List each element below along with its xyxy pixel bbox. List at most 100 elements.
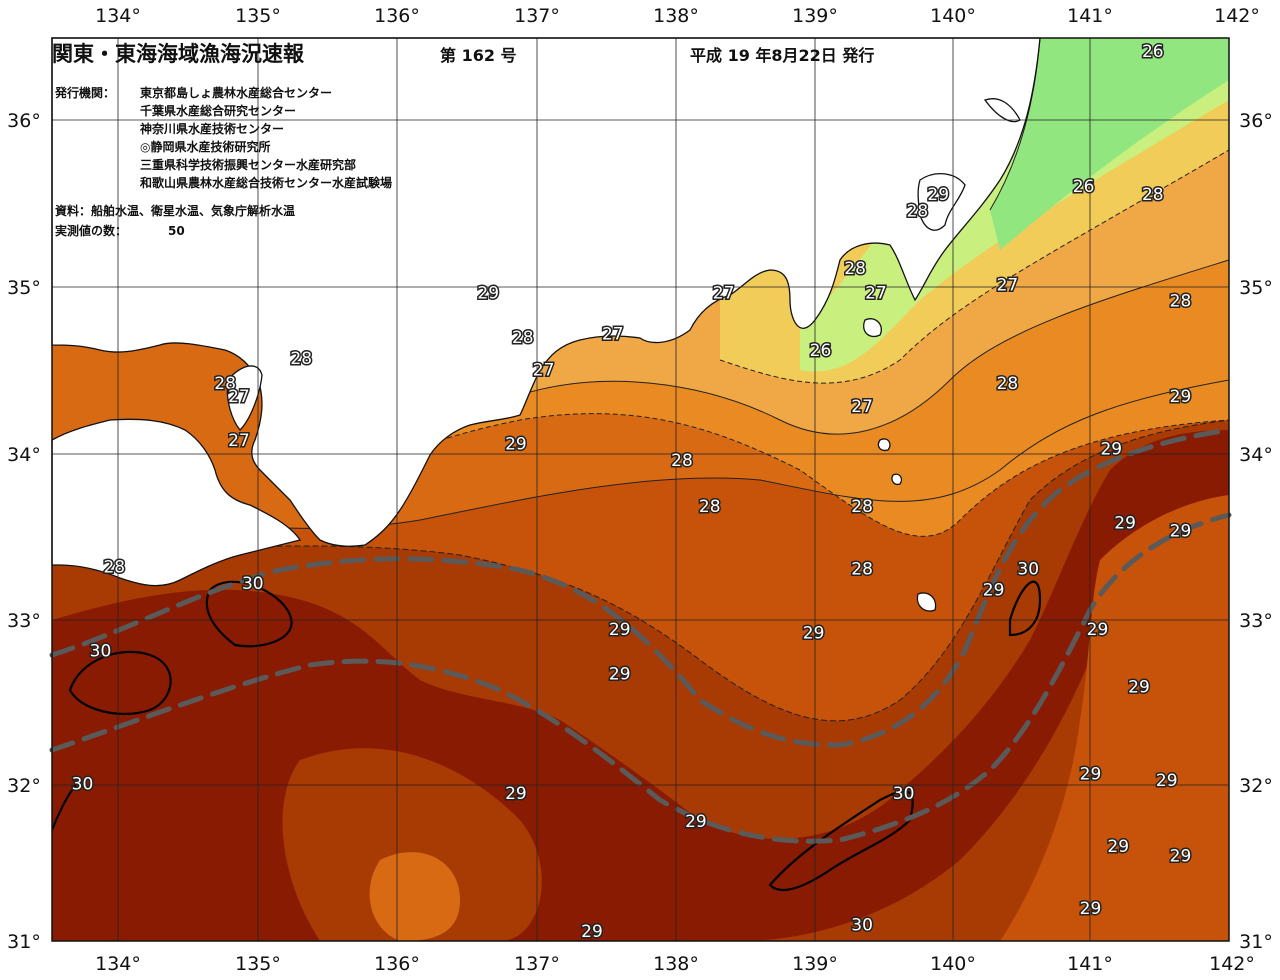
lon-label: 141° (1067, 5, 1113, 27)
isotherm-30-b (205, 580, 293, 648)
isotherm-value-label: 28 (851, 559, 873, 579)
lon-label: 142° (1214, 5, 1260, 27)
lat-label: 32° (7, 775, 41, 797)
lat-label: 34° (7, 444, 41, 466)
lon-label: 135° (235, 5, 281, 27)
lon-label: 138° (653, 5, 699, 27)
map-frame (51, 37, 1230, 942)
temp-zone-26 (990, 38, 1229, 250)
isotherm-value-label: 29 (1170, 387, 1192, 407)
isotherm-value-label: 29 (927, 185, 949, 205)
institution-item: ◎静岡県水産技術研究所 (140, 140, 271, 154)
isotherm-30-e (52, 779, 81, 831)
isotherm-value-label: 27 (851, 397, 873, 417)
isotherm-value-label: 27 (228, 387, 250, 407)
lon-label: 140° (930, 5, 976, 27)
lon-label: 136° (374, 953, 420, 975)
temp-zone-28-5-patch (369, 852, 460, 941)
isotherm-value-label: 29 (477, 284, 499, 304)
lon-label: 141° (1067, 953, 1113, 975)
temp-zone-29-south (1000, 495, 1229, 941)
land-oshima (863, 318, 882, 338)
lon-label: 137° (514, 953, 560, 975)
isotherm-value-label: 27 (713, 284, 735, 304)
isotherm-value-label: 30 (242, 574, 264, 594)
isotherm-value-label: 28 (512, 328, 534, 348)
lon-labels-bottom: 134° 135° 136° 137° 138° 139° 140° 141° … (95, 953, 1255, 975)
isotherm-value-label: 26 (1142, 42, 1164, 62)
observation-count-label: 実測値の数： (55, 224, 128, 238)
isotherm-value-label: 29 (1100, 440, 1122, 460)
isotherm-value-label: 28 (699, 497, 721, 517)
issue-number: 第 162 号 (440, 46, 517, 65)
kuroshio-axes (49, 427, 1232, 844)
lon-label: 139° (792, 5, 838, 27)
isotherm-value-label: 30 (851, 916, 873, 936)
observation-count-value: 50 (168, 224, 185, 238)
isotherm-value-label: 30 (1017, 559, 1039, 579)
isotherm-value-label: 28 (851, 497, 873, 517)
isotherm-value-label: 30 (72, 774, 94, 794)
lat-label: 35° (7, 277, 41, 299)
temp-zone-29-sw (282, 748, 542, 941)
lat-label: 36° (7, 110, 41, 132)
isotherm-value-label: 26 (1073, 177, 1095, 197)
land-awaji (226, 365, 263, 431)
map-title: 関東・東海海域漁海況速報 (52, 42, 304, 66)
lat-labels-right: 36° 35° 34° 33° 32° 31° (1239, 110, 1273, 953)
isotherm-30-a (68, 650, 172, 715)
lon-label: 135° (235, 953, 281, 975)
lat-label: 35° (1239, 277, 1273, 299)
isotherm-30-d (768, 790, 914, 892)
institutions-label: 発行機関： (55, 86, 116, 100)
lat-label: 33° (7, 610, 41, 632)
institution-item: 三重県科学技術振興センター水産研究部 (140, 158, 357, 172)
isotherm-value-label: 29 (505, 435, 527, 455)
lat-label: 31° (7, 931, 41, 953)
isotherm-value-label: 29 (1080, 765, 1102, 785)
isotherm-value-label: 28 (844, 259, 866, 279)
land-masses (51, 37, 1041, 612)
lon-label: 134° (95, 953, 141, 975)
isotherm-value-label: 28 (907, 201, 929, 221)
isotherm-value-label: 27 (865, 284, 887, 304)
isotherm-value-label: 28 (214, 374, 236, 394)
land-hachijo (916, 592, 937, 612)
isotherm-value-label: 26 (810, 341, 832, 361)
isotherm-value-label: 30 (893, 784, 915, 804)
land-miyake (891, 473, 903, 486)
isotherm-value-label: 30 (90, 641, 112, 661)
isotherm-value-label: 28 (103, 558, 125, 578)
isotherm-value-label: 28 (290, 349, 312, 369)
isotherm-value-label: 29 (1170, 522, 1192, 542)
isotherm-value-label: 28 (1170, 292, 1192, 312)
graticule (52, 38, 1229, 941)
lon-label: 142° (1209, 953, 1255, 975)
isotherm-value-label: 28 (671, 451, 693, 471)
lon-label: 137° (514, 5, 560, 27)
isotherm-value-label: 28 (1142, 185, 1164, 205)
lat-label: 32° (1239, 775, 1273, 797)
isotherm-value-label: 29 (1128, 678, 1150, 698)
isotherm-value-label: 29 (685, 812, 707, 832)
isotherm-value-label: 29 (803, 623, 825, 643)
institution-item: 千葉県水産総合研究センター (140, 104, 297, 118)
kuroshio-south (49, 512, 1232, 844)
lon-label: 138° (653, 953, 699, 975)
institutions-list: 東京都島しょ農林水産総合センター 千葉県水産総合研究センター 神奈川県水産技術セ… (140, 84, 392, 192)
institution-item: 東京都島しょ農林水産総合センター (140, 86, 333, 100)
isotherm-value-label: 29 (1170, 847, 1192, 867)
land-niijima (877, 438, 891, 452)
kuroshio-north (49, 427, 1232, 748)
lon-label: 136° (374, 5, 420, 27)
land-shikoku (51, 418, 302, 587)
lon-label: 140° (930, 953, 976, 975)
lon-label: 134° (95, 5, 141, 27)
isotherm-value-label: 29 (1156, 771, 1178, 791)
isotherm-value-label: 28 (997, 374, 1019, 394)
isotherm-value-label: 29 (983, 581, 1005, 601)
isotherm-value-label: 29 (505, 784, 527, 804)
lat-label: 36° (1239, 110, 1273, 132)
isotherm-value-label: 27 (228, 431, 250, 451)
